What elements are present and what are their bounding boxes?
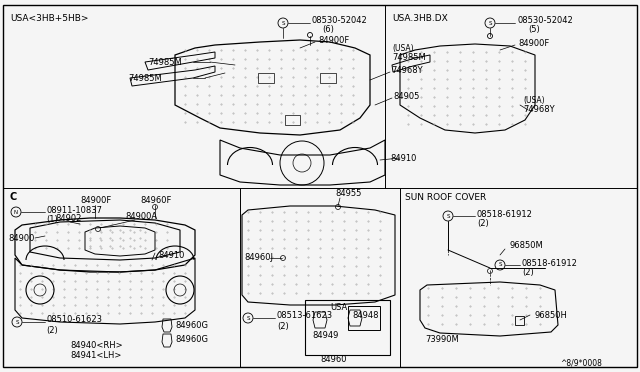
Text: 74968Y: 74968Y [523, 105, 555, 113]
Text: 84900F: 84900F [80, 196, 111, 205]
Text: (1): (1) [46, 215, 58, 224]
Text: 84960: 84960 [320, 356, 346, 365]
Text: C: C [9, 192, 16, 202]
Text: S: S [499, 263, 502, 267]
Text: 08530-52042: 08530-52042 [518, 16, 573, 25]
Text: 84960F: 84960F [140, 196, 172, 205]
Text: 84905: 84905 [393, 92, 419, 100]
Text: 84900: 84900 [8, 234, 35, 243]
Text: 08518-61912: 08518-61912 [477, 209, 533, 218]
Text: 08513-61623: 08513-61623 [277, 311, 333, 321]
Text: S: S [488, 20, 492, 26]
Text: SUN ROOF COVER: SUN ROOF COVER [405, 192, 486, 202]
Text: 84910: 84910 [158, 250, 184, 260]
Text: (2): (2) [522, 267, 534, 276]
Text: (5): (5) [528, 25, 540, 33]
Text: 74985M: 74985M [148, 58, 182, 67]
Text: 08518-61912: 08518-61912 [522, 259, 578, 267]
Text: 73990M: 73990M [425, 336, 459, 344]
Text: 84910: 84910 [390, 154, 417, 163]
Text: 84949: 84949 [312, 330, 339, 340]
Text: 74985M: 74985M [392, 52, 426, 61]
Text: ^8/9*0008: ^8/9*0008 [560, 359, 602, 368]
Text: 84900A: 84900A [125, 212, 157, 221]
Text: 84900F: 84900F [318, 35, 349, 45]
Text: 84902: 84902 [55, 214, 81, 222]
Text: (USA): (USA) [523, 96, 545, 105]
Text: S: S [246, 315, 250, 321]
Text: 84900F: 84900F [518, 38, 549, 48]
Text: 08911-10837: 08911-10837 [46, 205, 102, 215]
Text: USA: USA [330, 304, 348, 312]
Text: 08510-61623: 08510-61623 [46, 315, 102, 324]
Text: 84955: 84955 [335, 189, 362, 198]
Text: S: S [15, 320, 19, 324]
Text: 74968Y: 74968Y [391, 65, 422, 74]
Text: 84948: 84948 [352, 311, 378, 321]
Text: (2): (2) [46, 326, 58, 334]
Text: USA<3HB+5HB>: USA<3HB+5HB> [10, 13, 88, 22]
Text: (USA): (USA) [392, 44, 413, 52]
Text: 84960G: 84960G [175, 336, 208, 344]
Text: S: S [281, 20, 285, 26]
Text: (6): (6) [322, 25, 334, 33]
Text: 84941<LH>: 84941<LH> [70, 350, 122, 359]
Text: 84960G: 84960G [175, 321, 208, 330]
Text: 96850H: 96850H [535, 311, 568, 320]
Text: USA.3HB.DX: USA.3HB.DX [392, 13, 448, 22]
Text: (2): (2) [477, 218, 489, 228]
Text: S: S [446, 214, 450, 218]
Text: N: N [14, 209, 18, 215]
Text: (2): (2) [277, 321, 289, 330]
Text: 08530-52042: 08530-52042 [312, 16, 368, 25]
Text: 84940<RH>: 84940<RH> [70, 340, 123, 350]
Text: 96850M: 96850M [510, 241, 544, 250]
Text: 74985M: 74985M [128, 74, 162, 83]
Text: 84960J: 84960J [244, 253, 273, 263]
